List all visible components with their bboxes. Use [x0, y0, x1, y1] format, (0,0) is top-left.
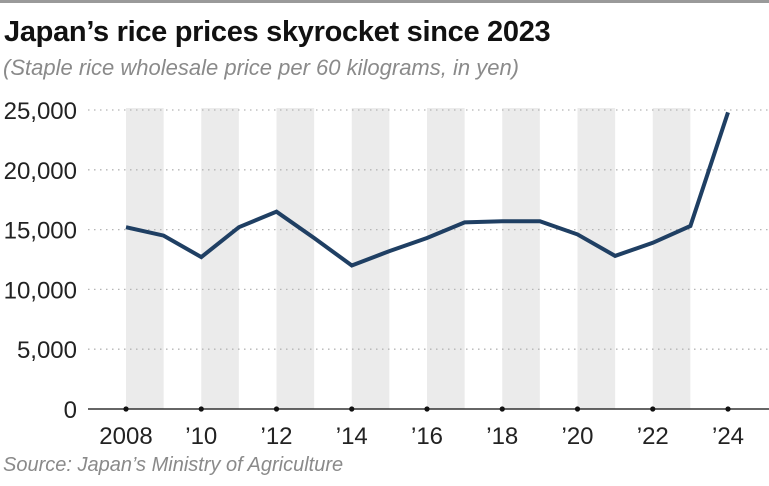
- x-tick-label: ’10: [185, 423, 217, 450]
- x-tick-label: ’12: [260, 423, 292, 450]
- shaded-band: [126, 108, 164, 409]
- top-rule: [0, 0, 769, 3]
- x-tick-label: ’20: [561, 423, 593, 450]
- y-tick-label: 5,000: [17, 337, 77, 364]
- y-tick-label: 15,000: [4, 218, 77, 245]
- x-tick-label: ’18: [486, 423, 518, 450]
- x-tick-mark: [650, 406, 656, 412]
- x-tick-label: ’24: [712, 423, 744, 450]
- x-tick-mark: [123, 406, 129, 412]
- shaded-bands: [126, 108, 691, 409]
- y-tick-label: 25,000: [4, 98, 77, 125]
- shaded-band: [276, 108, 315, 409]
- x-axis: 2008 ’10 ’12 ’14 ’16 ’18 ’20 ’22 ’24: [88, 406, 769, 450]
- shaded-band: [577, 108, 616, 409]
- x-tick-label: ’14: [336, 423, 368, 450]
- series-line: [125, 111, 730, 268]
- chart-title: Japan’s rice prices skyrocket since 2023: [4, 16, 551, 48]
- x-tick-mark: [349, 406, 355, 412]
- x-tick-label: 2008: [99, 423, 152, 450]
- y-axis-ticks: 0 5,000 10,000 15,000 20,000 25,000: [4, 98, 77, 424]
- y-tick-label: 0: [64, 397, 77, 424]
- y-tick-label: 20,000: [4, 158, 77, 185]
- x-tick-mark: [424, 406, 430, 412]
- source-note: Source: Japan’s Ministry of Agriculture: [3, 454, 344, 476]
- x-tick-mark: [574, 406, 581, 412]
- x-tick-label: ’16: [411, 423, 443, 450]
- x-tick-mark: [499, 406, 505, 412]
- shaded-band: [201, 108, 239, 409]
- x-tick-label: ’22: [637, 423, 669, 450]
- x-tick-mark: [273, 406, 280, 412]
- data-series: [125, 111, 730, 268]
- y-tick-label: 10,000: [4, 277, 77, 304]
- x-tick-mark: [725, 406, 731, 412]
- shaded-band: [427, 108, 465, 409]
- shaded-band: [652, 108, 691, 409]
- chart-subtitle: (Staple rice wholesale price per 60 kilo…: [3, 55, 520, 80]
- x-tick-mark: [198, 406, 204, 412]
- shaded-band: [502, 108, 540, 409]
